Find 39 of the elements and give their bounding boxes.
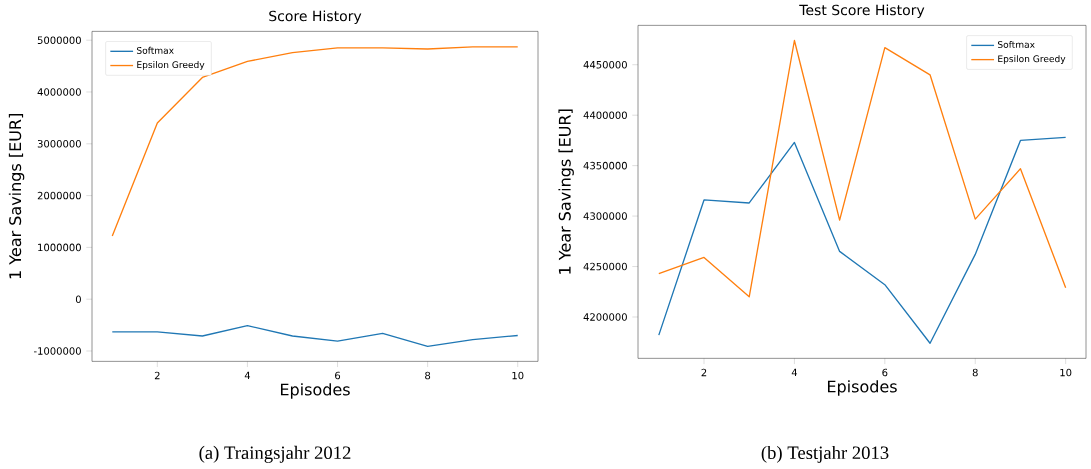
y-tick-label: 4200000 bbox=[583, 313, 627, 321]
x-tick-label: 4 bbox=[791, 368, 798, 376]
x-tick-label: 8 bbox=[425, 371, 431, 380]
y-tick-label: 3000000 bbox=[37, 139, 81, 148]
line-series bbox=[658, 136, 1067, 344]
y-tick-label: 1000000 bbox=[38, 243, 81, 252]
legend-label: Epsilon Greedy bbox=[137, 60, 205, 70]
legend-label: Epsilon Greedy bbox=[998, 54, 1066, 64]
x-tick-label: 10 bbox=[512, 371, 524, 380]
y-axis-title: 1 Year Savings [EUR] bbox=[8, 113, 25, 279]
x-tick-label: 10 bbox=[1060, 368, 1072, 377]
y-tick-label: 0 bbox=[75, 295, 81, 303]
y-axis-title: 1 Year Savings [EUR] bbox=[558, 109, 574, 274]
legend-label: Softmax bbox=[137, 46, 174, 54]
y-tick-label: -1000000 bbox=[33, 347, 81, 355]
x-tick-label: 6 bbox=[335, 371, 341, 380]
y-tick-label: 4250000 bbox=[583, 262, 627, 271]
x-tick-label: 2 bbox=[701, 368, 707, 377]
x-tick-label: 4 bbox=[244, 371, 251, 379]
y-tick-label: 5000000 bbox=[37, 36, 81, 44]
y-tick-label: 4000000 bbox=[37, 88, 81, 96]
x-tick-label: 8 bbox=[972, 368, 978, 377]
legend-label: Softmax bbox=[997, 40, 1035, 48]
text: (a) Traingsjahr 2012 bbox=[199, 445, 351, 463]
chart-title: Score History bbox=[269, 10, 362, 24]
chart-title: Test Score History bbox=[799, 4, 925, 18]
x-tick-label: 2 bbox=[154, 371, 160, 380]
y-tick-label: 4450000 bbox=[583, 60, 627, 69]
x-tick-label: 6 bbox=[882, 368, 888, 377]
y-tick-label: 2000000 bbox=[37, 191, 81, 200]
line-series bbox=[111, 324, 519, 347]
y-tick-label: 4300000 bbox=[583, 212, 627, 220]
x-axis-title: Episodes bbox=[827, 379, 897, 396]
line-series bbox=[658, 39, 1067, 298]
x-axis-title: Episodes bbox=[280, 382, 350, 399]
y-tick-label: 4400000 bbox=[583, 111, 627, 119]
y-tick-label: 4350000 bbox=[583, 161, 627, 170]
line-series bbox=[111, 46, 519, 237]
text: (b) Testjahr 2013 bbox=[761, 445, 889, 463]
